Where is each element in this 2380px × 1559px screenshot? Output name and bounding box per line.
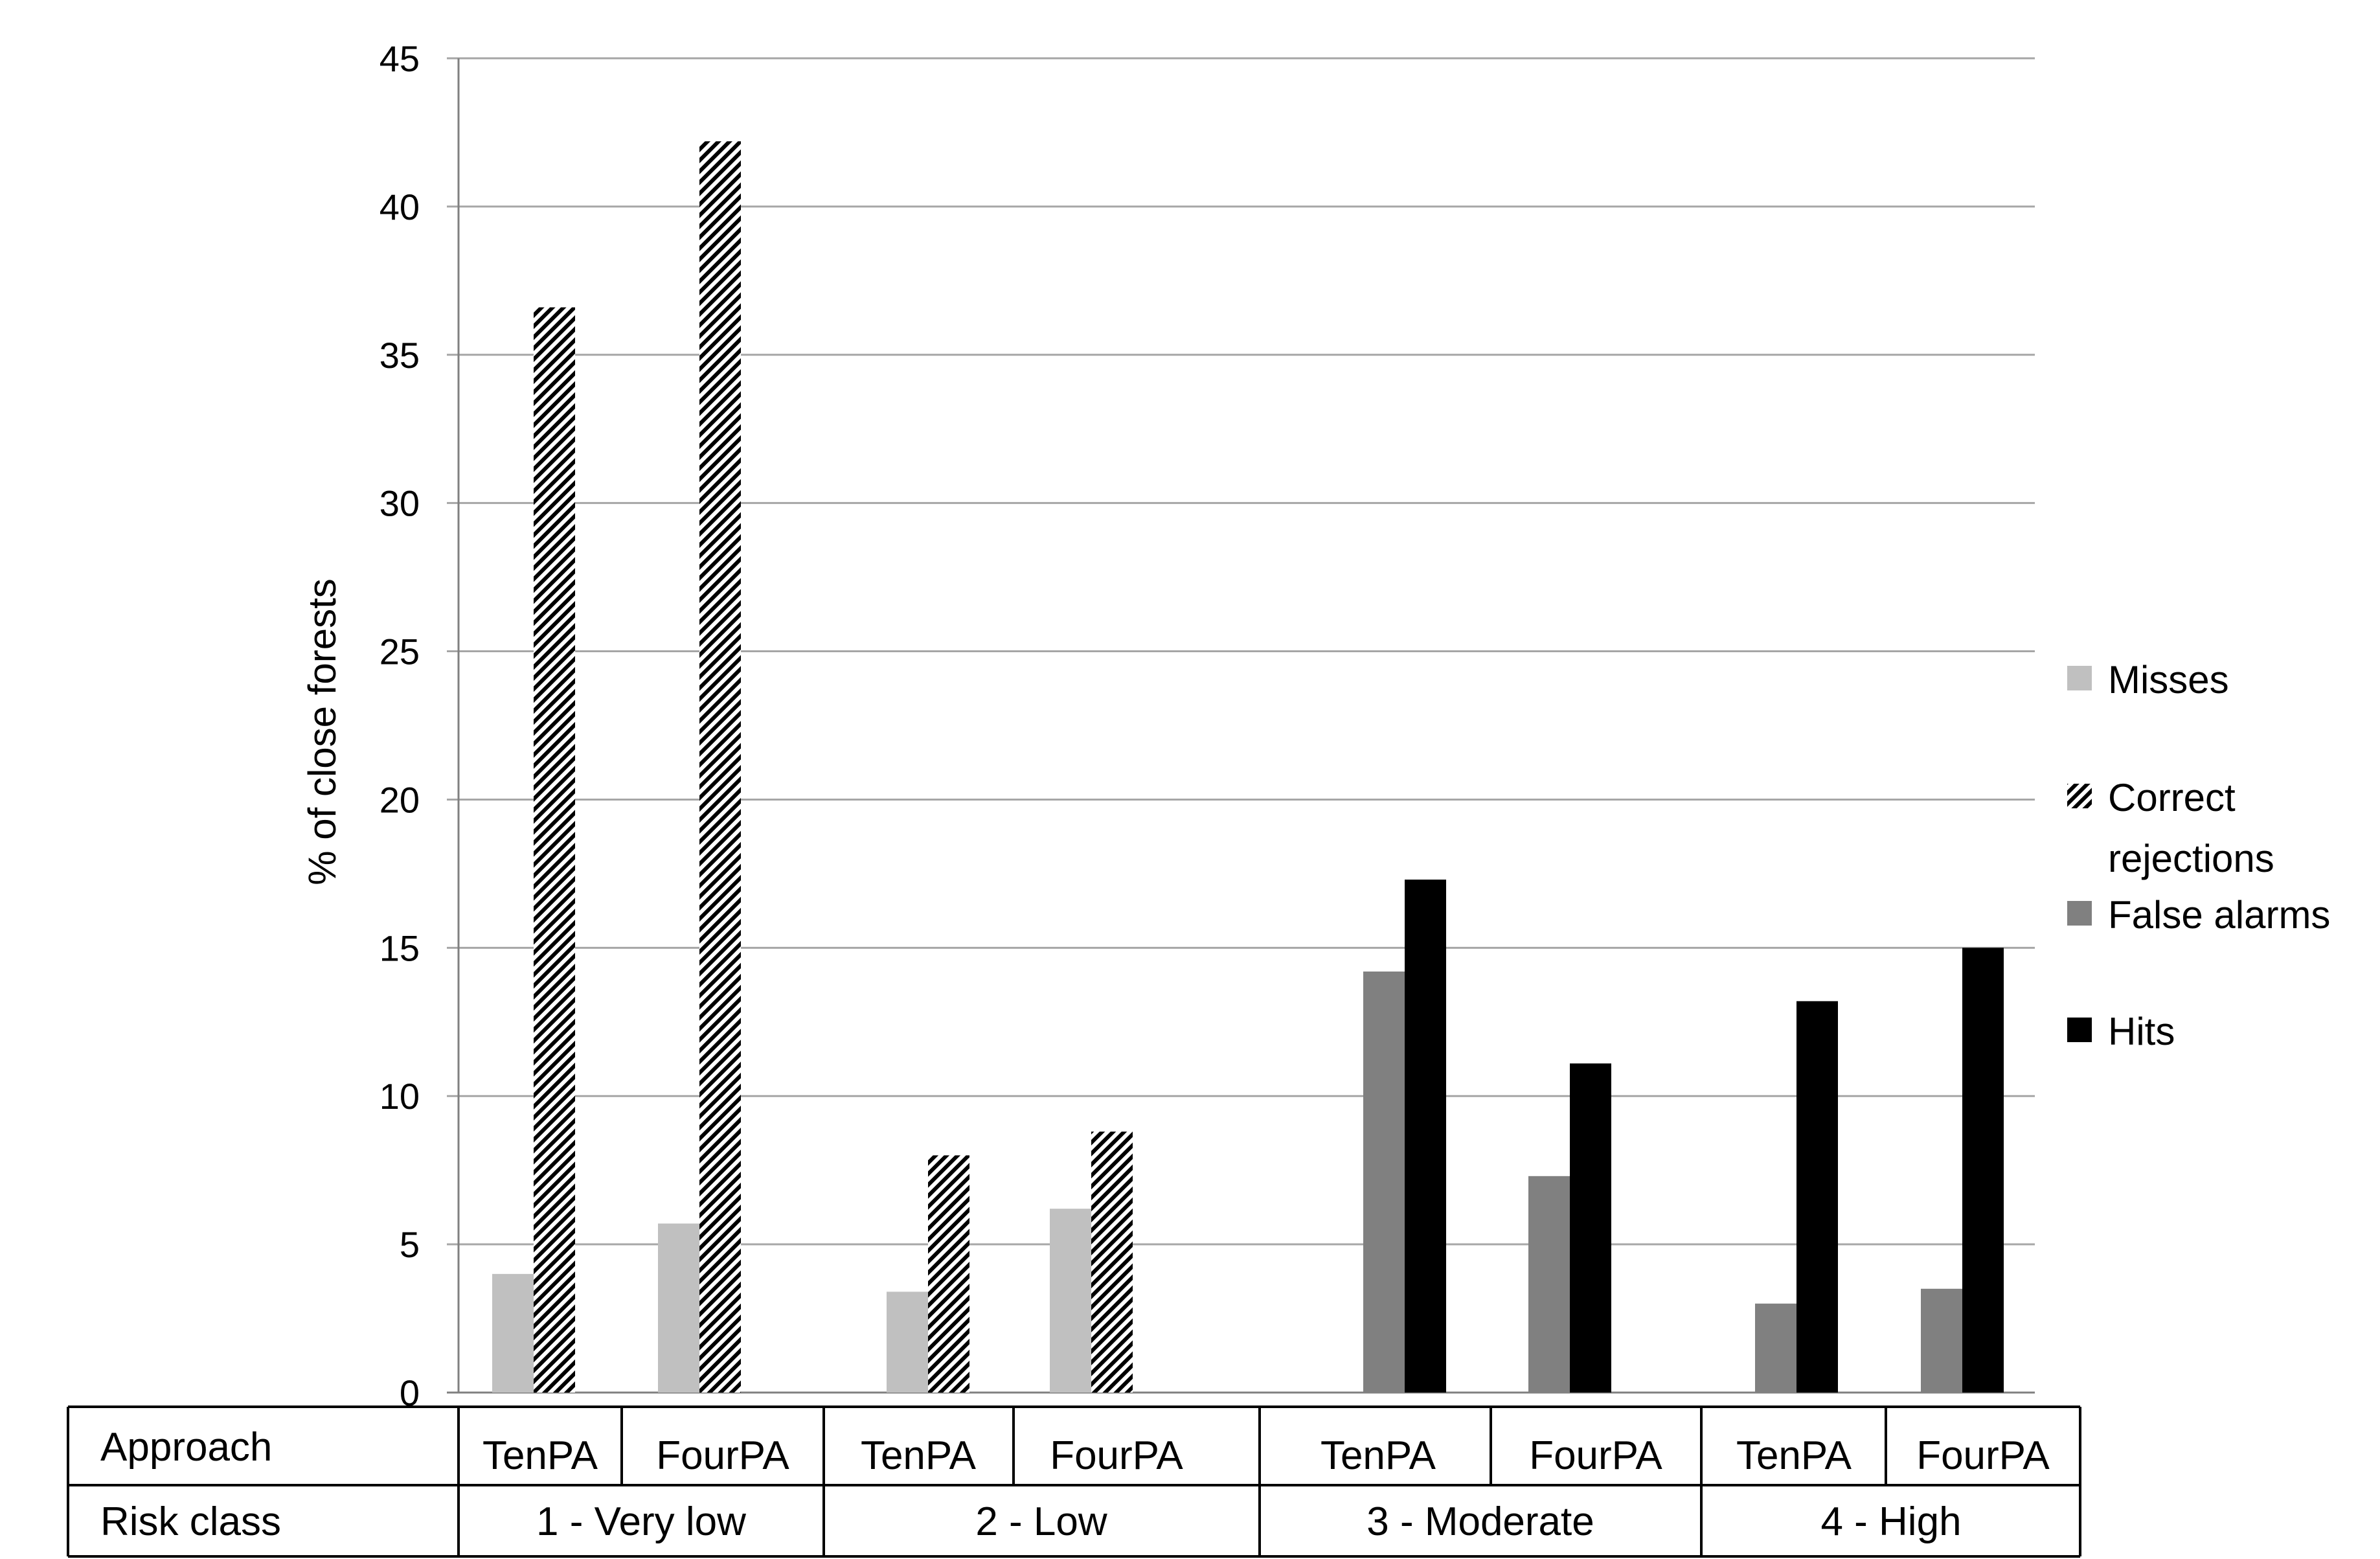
table-risk-class-cell: 4 - High bbox=[1820, 1499, 1961, 1544]
table-risk-class-cell: 2 - Low bbox=[975, 1499, 1107, 1544]
legend-swatch-false-alarms bbox=[2067, 901, 2092, 926]
bar-correct-rejections bbox=[928, 1155, 969, 1393]
table-approach-cell: TenPA bbox=[482, 1433, 598, 1478]
table-approach-cell: FourPA bbox=[1529, 1433, 1662, 1478]
bar-hits bbox=[1570, 1063, 1611, 1393]
table-risk-class-cell: 1 - Very low bbox=[536, 1499, 746, 1544]
bar-false-alarms bbox=[1755, 1303, 1796, 1393]
bar-correct-rejections bbox=[1091, 1132, 1133, 1393]
legend-swatch-misses bbox=[2067, 666, 2092, 690]
legend-label-correct-rejections: Correct rejections bbox=[2108, 776, 2274, 880]
table-approach-cell: TenPA bbox=[1736, 1433, 1852, 1478]
y-tick-label: 10 bbox=[380, 1076, 420, 1117]
y-tick-label: 15 bbox=[380, 927, 420, 968]
table-approach-cell: FourPA bbox=[1050, 1433, 1183, 1478]
bar-misses bbox=[658, 1223, 699, 1393]
bar-false-alarms bbox=[1921, 1288, 1962, 1393]
bar-misses bbox=[887, 1292, 928, 1393]
bar-misses bbox=[1050, 1209, 1091, 1393]
bar-false-alarms bbox=[1528, 1176, 1570, 1393]
table-approach-cell: FourPA bbox=[656, 1433, 789, 1478]
bar-correct-rejections bbox=[699, 141, 741, 1393]
legend-swatch-hits bbox=[2067, 1018, 2092, 1042]
category-table: Approach Risk class TenPA FourPA TenPA FourPA… bbox=[67, 1405, 2081, 1558]
y-tick-label: 20 bbox=[380, 779, 420, 820]
bar-correct-rejections bbox=[534, 307, 575, 1393]
table-row-label: Approach bbox=[100, 1425, 272, 1470]
bar-false-alarms bbox=[1363, 971, 1405, 1393]
table-approach-cell: FourPA bbox=[1916, 1433, 2050, 1478]
table-approach-cell: TenPA bbox=[861, 1433, 977, 1478]
legend-label-false-alarms: False alarms bbox=[2108, 893, 2330, 937]
legend-label-misses: Misses bbox=[2108, 658, 2229, 701]
legend-label-hits: Hits bbox=[2108, 1010, 2175, 1053]
legend: Misses Correct rejections False alarms Hits bbox=[2067, 658, 2330, 1053]
table-risk-class-cell: 3 - Moderate bbox=[1366, 1499, 1594, 1544]
y-tick-label: 5 bbox=[400, 1224, 420, 1265]
bar-hits bbox=[1962, 948, 2004, 1393]
y-axis-label: % of close forests bbox=[300, 578, 344, 885]
y-tick-label: 25 bbox=[380, 632, 420, 672]
y-tick-label: 45 bbox=[380, 38, 420, 79]
y-tick-label: 30 bbox=[380, 483, 420, 524]
bars bbox=[492, 141, 2004, 1393]
y-tick-label: 35 bbox=[380, 335, 420, 376]
y-tick-label: 40 bbox=[380, 187, 420, 227]
table-approach-cell: TenPA bbox=[1320, 1433, 1436, 1478]
legend-swatch-correct-rejections bbox=[2067, 784, 2092, 808]
bar-hits bbox=[1405, 880, 1446, 1393]
bar-hits bbox=[1796, 1001, 1838, 1393]
table-row-label: Risk class bbox=[100, 1499, 281, 1544]
bar-misses bbox=[492, 1273, 534, 1393]
